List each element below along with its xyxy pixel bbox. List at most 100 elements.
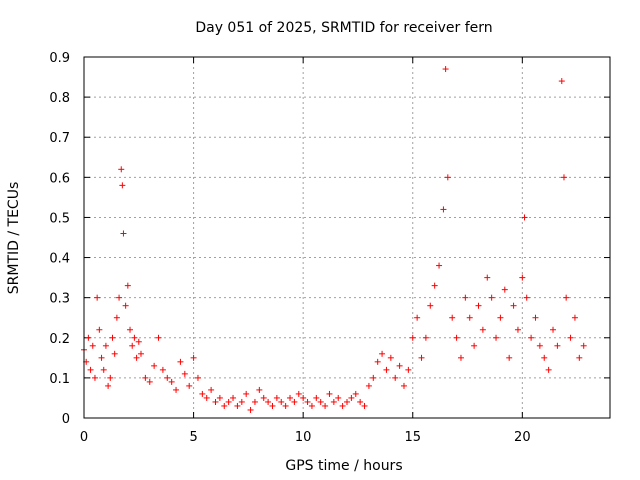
x-axis-label: GPS time / hours [285,458,402,474]
data-point [370,374,377,381]
data-point [100,366,107,373]
data-point [247,406,254,413]
data-point [238,398,245,405]
data-point [348,394,355,401]
y-axis-label: SRMTID / TECUs [6,182,22,295]
data-point [168,378,175,385]
data-point [405,366,412,373]
data-point [440,206,447,213]
data-point [545,366,552,373]
data-point [532,314,539,321]
data-point [146,378,153,385]
data-point [111,350,118,357]
data-point [295,390,302,397]
data-point [521,214,528,221]
data-point [335,394,342,401]
data-point [304,398,311,405]
data-point [251,398,258,405]
data-point [571,314,578,321]
data-point [493,334,500,341]
data-point [453,334,460,341]
data-point [102,342,109,349]
data-point [462,294,469,301]
data-point [536,342,543,349]
data-point [119,182,126,189]
data-point [317,398,324,405]
data-point [387,354,394,361]
data-point [501,286,508,293]
x-axis-ticks: 0 5 10 15 20 [80,57,531,445]
data-point [91,374,98,381]
data-point [361,402,368,409]
data-point [567,334,574,341]
data-point [488,294,495,301]
data-point [471,342,478,349]
data-point [199,390,206,397]
data-point [528,334,535,341]
data-point [541,354,548,361]
data-point [326,390,333,397]
data-point [383,366,390,373]
data-point [427,302,434,309]
data-point [313,394,320,401]
data-point [137,350,144,357]
data-point [422,334,429,341]
data-point [107,374,114,381]
data-point [514,326,521,333]
data-point [344,398,350,405]
x-tick-label: 10 [295,430,312,445]
data-point [190,354,197,361]
data-point [225,398,232,405]
data-point [436,262,443,269]
data-point [159,366,166,373]
data-point [365,382,372,389]
data-point [127,326,134,333]
data-point [173,386,180,393]
data-point [269,402,276,409]
data-point [282,402,289,409]
x-tick-label: 15 [404,430,421,445]
data-points [81,66,587,413]
data-point [339,402,346,409]
data-point [98,354,105,361]
data-point [484,274,491,281]
data-point [113,314,120,321]
data-point [506,354,513,361]
data-point [133,354,140,361]
data-point [155,334,162,341]
data-point [85,334,92,341]
data-point [300,394,307,401]
data-point [330,398,337,405]
y-tick-label: 0.2 [49,332,70,347]
data-point [234,402,241,409]
y-tick-label: 0.1 [49,372,70,387]
data-point [87,366,94,373]
y-tick-label: 0.8 [49,91,70,106]
data-point [475,302,482,309]
data-point [116,294,123,301]
data-point [194,374,201,381]
plot-frame [83,56,611,419]
data-point [444,174,451,181]
data-point [291,398,298,405]
data-point [392,374,399,381]
data-point [89,342,96,349]
data-point [142,374,149,381]
data-point [580,342,587,349]
data-point [308,402,315,409]
data-point [94,294,101,301]
data-point [409,334,416,341]
data-point [287,394,294,401]
data-point [105,382,112,389]
data-point [519,274,526,281]
data-point [243,390,250,397]
y-tick-label: 0.6 [49,171,70,186]
data-point [560,174,567,181]
y-tick-label: 0 [62,412,70,427]
x-tick-label: 20 [514,430,531,445]
y-axis-ticks: 0 0.1 0.2 0.3 0.4 0.5 0.6 0.7 0.8 0.9 [49,51,610,427]
data-point [550,326,557,333]
data-point [357,398,364,405]
data-point [563,294,570,301]
